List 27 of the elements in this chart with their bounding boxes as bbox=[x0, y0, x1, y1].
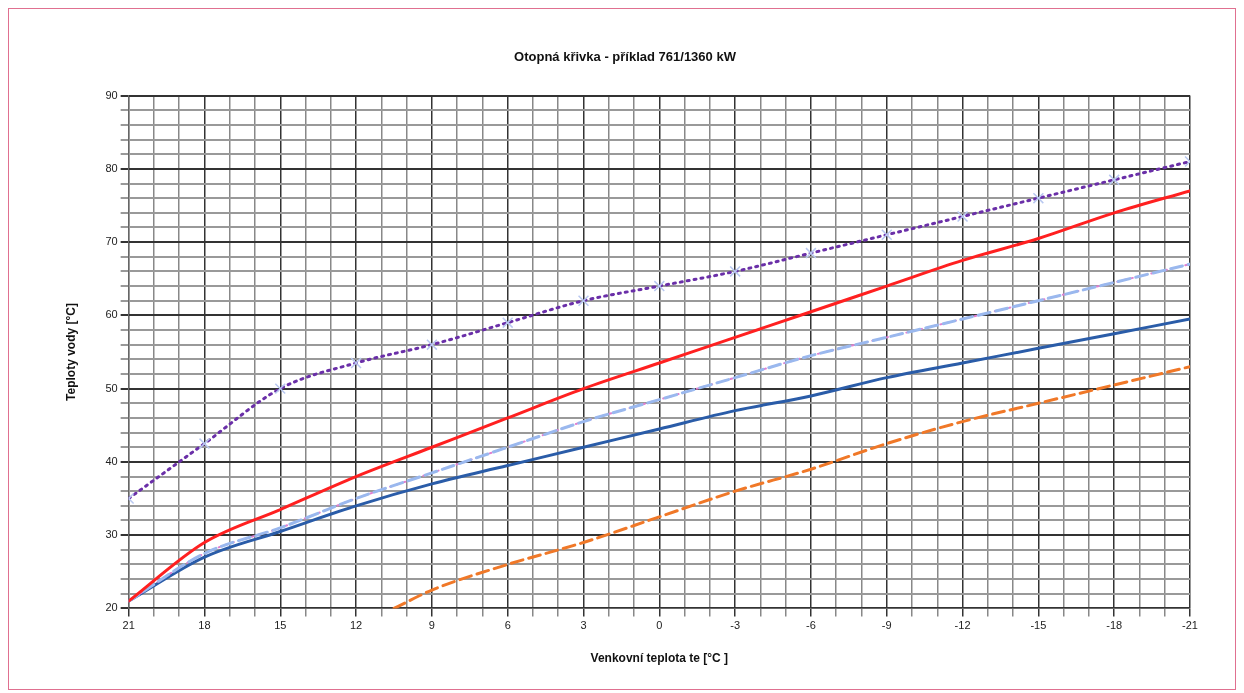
x-tick-label: -21 bbox=[1182, 619, 1198, 632]
x-tick-label: 18 bbox=[198, 619, 211, 632]
x-tick-label: 0 bbox=[656, 619, 663, 632]
x-tick-label: 9 bbox=[428, 619, 435, 632]
x-tick-label: 12 bbox=[349, 619, 363, 632]
x-tick-label: 6 bbox=[504, 619, 511, 632]
y-tick-label: 50 bbox=[105, 381, 118, 394]
x-tick-label: -9 bbox=[881, 619, 892, 632]
y-tick-label: 80 bbox=[105, 161, 118, 174]
y-axis-title: Teploty vody [°C] bbox=[63, 303, 78, 401]
x-tick-label: -3 bbox=[730, 619, 741, 632]
x-tick-label: -6 bbox=[806, 619, 816, 632]
y-tick-label: 20 bbox=[105, 601, 118, 614]
y-tick-label: 90 bbox=[105, 88, 118, 101]
line-series bbox=[392, 365, 1190, 609]
x-tick-label: 21 bbox=[122, 619, 135, 632]
y-tick-label: 70 bbox=[105, 235, 118, 248]
x-tick-label: 15 bbox=[274, 619, 287, 632]
x-tick-label: -15 bbox=[1030, 619, 1047, 632]
y-tick-label: 30 bbox=[105, 528, 118, 541]
x-tick-label: 3 bbox=[580, 619, 587, 632]
chart-title: Otopná křivka - příklad 761/1360 kW bbox=[514, 49, 737, 65]
x-axis-title: Venkovní teplota te [°C ] bbox=[590, 651, 729, 666]
y-tick-label: 60 bbox=[105, 308, 118, 321]
y-tick-label: 40 bbox=[105, 454, 118, 467]
x-tick-label: -12 bbox=[954, 619, 971, 632]
x-tick-label: -18 bbox=[1106, 619, 1123, 632]
